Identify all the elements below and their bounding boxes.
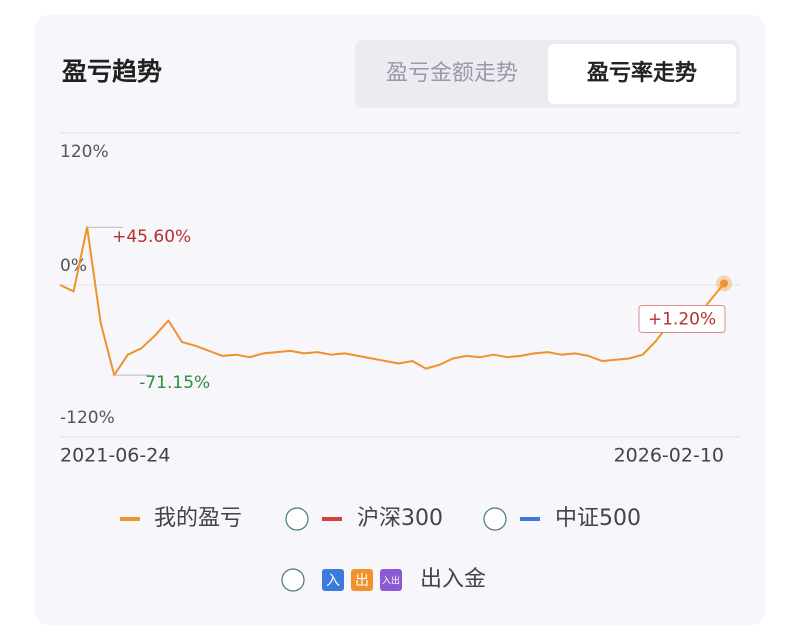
y-tick-label: 120%	[60, 142, 109, 162]
x-tick-label: 2021-06-24	[60, 445, 170, 467]
flow-icon	[351, 569, 373, 591]
legend-toggle[interactable]	[483, 507, 507, 531]
legend-toggle[interactable]	[285, 507, 309, 531]
legend-toggle[interactable]	[281, 568, 305, 592]
y-tick-label: -120%	[60, 408, 115, 428]
value-label: +1.20%	[648, 309, 716, 329]
flow-icon-label: 入出	[382, 575, 400, 587]
tab[interactable]: 盈亏率走势	[586, 60, 697, 86]
flow-icon	[322, 569, 344, 591]
tab[interactable]: 盈亏金额走势	[386, 61, 518, 86]
flow-icon-label: 出	[355, 573, 369, 589]
value-label-box	[638, 304, 726, 333]
legend-label: 我的盈亏	[154, 506, 242, 531]
value-label: +45.60%	[112, 227, 191, 247]
flow-icon-label: 入	[326, 573, 340, 589]
data-line	[59, 226, 725, 377]
flow-icon	[380, 569, 402, 591]
value-label: -71.15%	[139, 373, 210, 393]
card-title: 盈亏趋势	[62, 57, 162, 86]
y-tick-label: 0%	[60, 256, 87, 276]
legend-label: 沪深300	[357, 506, 443, 531]
legend-label: 中证500	[555, 506, 641, 531]
end-point	[720, 279, 728, 288]
x-tick-label: 2026-02-10	[614, 445, 724, 467]
tab-active-bg	[548, 44, 736, 104]
legend-label: 出入金	[420, 567, 486, 592]
card	[35, 15, 765, 625]
